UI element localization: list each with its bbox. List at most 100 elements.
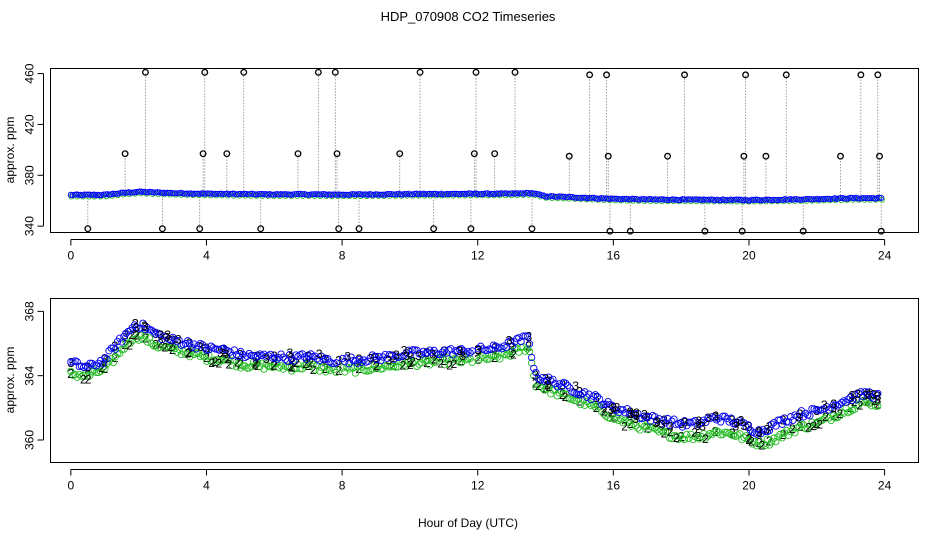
series-2-label: 2 [423,355,430,370]
top-y-tick-label: 420 [22,114,36,134]
baseline-point [594,195,601,202]
spike-point [586,71,594,79]
series-3-glyph: 3 [653,416,660,430]
bottom-y-axis-label: approx. ppm [3,347,17,414]
series-3-point [116,334,124,342]
series-2-glyph: 2 [252,355,259,369]
series-2-glyph: 2 [702,432,709,446]
series-3-point [589,392,597,400]
series-2-glyph: 2 [437,356,444,370]
series-2-glyph: 2 [234,356,241,370]
baseline-point [584,195,591,202]
series-3-point [109,344,117,352]
top-y-axis-label: approx. ppm [3,117,17,184]
series-2-point [311,366,319,374]
series-3-glyph: 3 [368,352,375,366]
series-3-point [776,416,784,424]
baseline-point [878,194,885,201]
series-3-point [101,353,109,362]
series-2-label: 2 [661,426,668,441]
baseline-point [293,190,300,198]
series-2-glyph: 2 [288,360,295,374]
series-3-point [857,388,865,396]
series-3-glyph: 3 [633,406,640,420]
series-2-glyph: 2 [535,379,542,393]
series-2-point [561,390,570,398]
series-3-point [521,332,529,340]
series-2-point [196,352,205,361]
series-2-point [742,432,750,440]
spike-point [681,71,688,79]
spike-point [294,150,302,158]
series-3-label: 3 [532,368,539,383]
series-3-point [171,336,179,344]
series-3-point [86,359,94,367]
series-2-point [708,430,716,439]
series-3-point [498,344,506,353]
series-2-point [833,413,842,422]
series-3-point [844,395,852,403]
series-3-point [634,409,642,418]
series-3-point [761,427,769,436]
top-plot-frame [50,68,919,233]
series-2-label: 2 [101,361,108,376]
series-2-point [434,354,442,362]
baseline-point [474,191,482,198]
baseline-point [544,193,551,200]
series-3-point [508,342,517,350]
series-2-glyph: 2 [562,390,569,404]
series-3-glyph: 3 [705,411,712,425]
series-3-point [99,360,107,368]
series-3-point [92,362,100,370]
series-2-glyph: 2 [431,353,438,367]
series-3-point [434,350,442,359]
series-2-point [702,434,710,442]
series-3-point [678,423,687,431]
baseline-point [455,191,462,198]
top-data-marks [67,68,885,235]
series-3-glyph: 3 [401,344,408,358]
series-2-glyph: 2 [162,340,169,354]
series-3-glyph: 3 [430,348,437,362]
baseline-point [96,192,103,199]
series-3-point [500,342,508,350]
series-2-glyph: 2 [544,378,551,392]
series-3-point [426,346,434,354]
series-2-glyph: 2 [308,356,315,370]
baseline-point [359,191,366,198]
series-3-glyph: 3 [849,389,856,403]
series-2-glyph: 2 [748,435,755,449]
series-3-point [156,330,164,339]
baseline-point [827,196,835,203]
series-3-point [621,409,629,417]
baseline-point [721,196,728,204]
series-3-label: 3 [142,319,149,334]
series-3-glyph: 3 [614,400,621,414]
series-2-point [506,352,515,360]
spike-point [470,150,478,158]
series-2-glyph: 2 [759,439,766,453]
series-2-point [791,429,799,437]
series-2-label: 2 [766,434,773,449]
series-2-point [345,365,353,373]
series-3-glyph: 3 [830,401,837,415]
spike-point [333,150,341,158]
spike-point [606,227,614,235]
series-3-point [256,350,264,358]
series-2-glyph: 2 [409,354,416,368]
series-2-point [262,360,270,368]
baseline-point [376,191,383,198]
series-2-glyph: 2 [80,373,87,387]
series-3-point [264,352,272,360]
baseline-point [513,190,520,197]
series-2-point [767,438,776,446]
series-3-glyph: 3 [223,347,230,361]
series-3-point [462,350,470,358]
bottom-x-tick-label: 16 [607,479,621,493]
baseline-point [131,189,138,196]
series-2-glyph: 2 [816,418,823,432]
series-3-point [655,415,663,423]
baseline-point [559,193,566,200]
